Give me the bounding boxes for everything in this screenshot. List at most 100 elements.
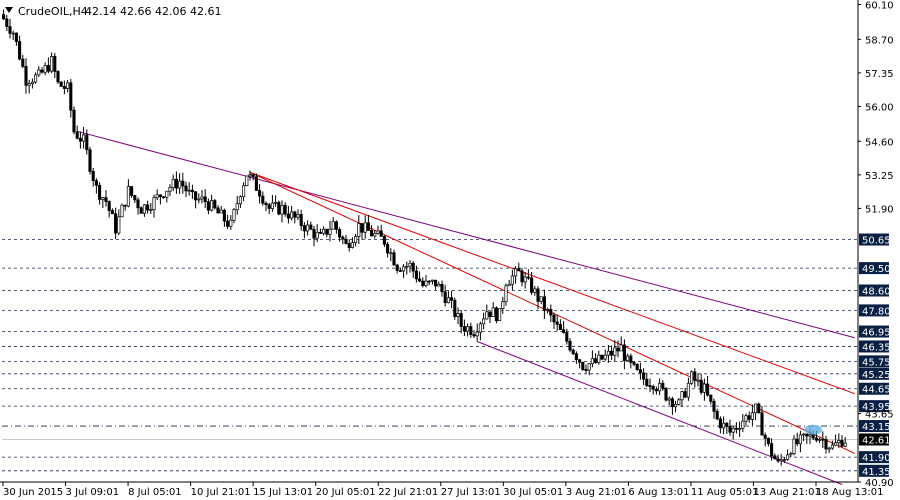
candle-body (603, 354, 607, 360)
candle-body (642, 372, 646, 380)
purple-channel-upper[interactable] (77, 130, 855, 339)
candle-body (798, 434, 802, 445)
candle-body (421, 280, 425, 286)
red-trendline-2[interactable] (249, 171, 856, 454)
candle-body (434, 279, 438, 287)
candle-body (142, 204, 146, 214)
candle-body (197, 198, 201, 201)
candle-body (27, 83, 31, 86)
candles (2, 9, 847, 466)
candle-body (677, 399, 681, 405)
chart-header: CrudeOIL,H4 42.14 42.66 42.06 42.61 (5, 5, 221, 18)
candle-body (318, 231, 322, 234)
level-label: 43.95 (862, 402, 891, 413)
candle-body (411, 262, 415, 272)
candle-body (805, 433, 809, 437)
candle-body (469, 326, 473, 335)
candle-body (293, 211, 297, 218)
candle-body (830, 444, 834, 449)
candle-body (312, 228, 316, 239)
candle-body (360, 223, 364, 233)
candle-body (309, 224, 313, 230)
candle-body (251, 174, 255, 178)
candle-body (117, 216, 121, 234)
level-label: 44.65 (862, 385, 891, 396)
candle-body (811, 434, 815, 439)
candle-body (712, 401, 716, 412)
candle-body (168, 187, 172, 192)
candle-body (110, 210, 114, 215)
level-label: 46.35 (862, 342, 891, 353)
level-label-box (859, 340, 889, 353)
candle-body (11, 32, 15, 35)
candle-body (578, 359, 582, 363)
candle-body (440, 283, 444, 293)
candle-body (123, 204, 127, 207)
candle-body (213, 200, 217, 209)
candle-body (725, 422, 729, 427)
candle-body (472, 334, 476, 337)
level-label-box (859, 233, 889, 246)
candle-body (638, 369, 642, 374)
candle-body (488, 311, 492, 317)
candle-body (274, 201, 278, 204)
level-label: 45.25 (862, 370, 891, 381)
candle-body (661, 382, 665, 389)
candle-body (226, 220, 230, 227)
candle-body (731, 427, 735, 433)
candle-body (24, 66, 28, 86)
candle-body (82, 134, 86, 142)
candle-body (418, 278, 422, 282)
candle-body (283, 205, 287, 215)
candle-body (162, 196, 166, 199)
time-tick-label: 18 Aug 13:01 (816, 487, 883, 498)
candle-body (104, 197, 108, 202)
candle-body (613, 347, 617, 356)
candle-body (446, 297, 450, 304)
price-tick-label: 56.00 (865, 102, 894, 113)
candle-body (296, 214, 300, 218)
dropdown-triangle-icon[interactable] (5, 7, 13, 13)
candle-body (606, 350, 610, 356)
candle-body (510, 275, 514, 285)
candle-body (146, 204, 150, 211)
red-trendline-1[interactable] (249, 171, 855, 395)
candle-body (718, 418, 722, 429)
candle-body (277, 201, 281, 215)
candle-body (248, 174, 252, 177)
candle-body (325, 228, 329, 235)
candle-body (395, 264, 399, 271)
candle-body (238, 196, 242, 205)
candle-body (91, 171, 95, 181)
candle-body (85, 134, 89, 151)
candle-body (459, 313, 463, 327)
candle-body (645, 378, 649, 386)
candle-body (338, 229, 342, 238)
candle-body (306, 224, 310, 232)
candle-body (584, 369, 588, 371)
candle-body (478, 323, 482, 333)
candle-body (357, 223, 361, 237)
candle-body (88, 149, 92, 172)
candle-body (130, 186, 134, 196)
candle-body (773, 455, 777, 460)
candle-body (219, 209, 223, 214)
candle-body (818, 438, 822, 441)
candle-body (491, 307, 495, 317)
candle-body (533, 288, 537, 293)
candle-body (328, 228, 332, 235)
time-tick-label: 13 Aug 21:01 (753, 487, 820, 498)
candle-body (507, 283, 511, 287)
level-label-box (859, 367, 889, 380)
candle-body (206, 201, 210, 211)
candle-body (50, 56, 54, 72)
candle-body (600, 354, 604, 360)
time-tick-label: 3 Aug 21:01 (566, 487, 627, 498)
candle-body (750, 412, 754, 420)
candle-body (782, 459, 786, 461)
highlight-ellipse[interactable] (804, 424, 823, 435)
candle-body (184, 185, 188, 192)
